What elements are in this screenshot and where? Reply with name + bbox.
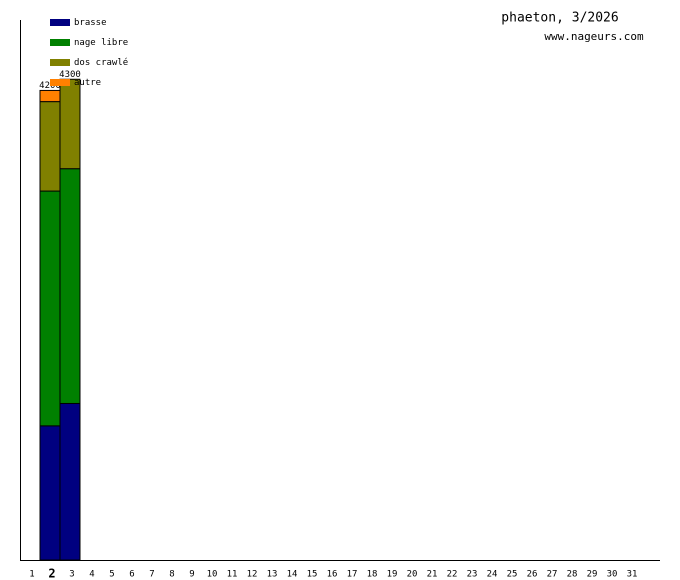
x-tick-label: 20 bbox=[407, 570, 418, 580]
x-tick-label: 30 bbox=[607, 570, 618, 580]
bar-segment bbox=[39, 101, 61, 192]
x-tick-label: 16 bbox=[327, 570, 338, 580]
x-tick-label: 9 bbox=[189, 570, 194, 580]
legend-label: dos crawlé bbox=[74, 57, 128, 68]
x-tick-label: 2 bbox=[48, 567, 55, 580]
x-tick-label: 31 bbox=[627, 570, 638, 580]
legend-swatch bbox=[50, 59, 70, 66]
x-tick-label: 12 bbox=[247, 570, 258, 580]
x-tick-label: 14 bbox=[287, 570, 298, 580]
x-tick-label: 19 bbox=[387, 570, 398, 580]
legend-swatch bbox=[50, 19, 70, 26]
bar-segment bbox=[59, 78, 81, 170]
x-tick-label: 21 bbox=[427, 570, 438, 580]
x-tick-label: 4 bbox=[89, 570, 94, 580]
x-tick-label: 7 bbox=[149, 570, 154, 580]
x-tick-label: 25 bbox=[507, 570, 518, 580]
bar-segment bbox=[39, 89, 61, 103]
x-tick-label: 8 bbox=[169, 570, 174, 580]
x-tick-label: 1 bbox=[29, 570, 34, 580]
x-tick-label: 3 bbox=[69, 570, 74, 580]
x-tick-label: 28 bbox=[567, 570, 578, 580]
x-tick-label: 11 bbox=[227, 570, 238, 580]
chart-subtitle: www.nageurs.com bbox=[544, 30, 644, 43]
x-tick-label: 5 bbox=[109, 570, 114, 580]
chart-title: phaeton, 3/2026 bbox=[501, 11, 618, 26]
bar-segment bbox=[39, 425, 61, 561]
x-tick-label: 17 bbox=[347, 570, 358, 580]
legend-swatch bbox=[50, 39, 70, 46]
x-tick-label: 22 bbox=[447, 570, 458, 580]
x-tick-label: 6 bbox=[129, 570, 134, 580]
x-tick-label: 27 bbox=[547, 570, 558, 580]
x-tick-label: 29 bbox=[587, 570, 598, 580]
bar-segment bbox=[59, 402, 81, 561]
legend-swatch bbox=[50, 79, 70, 86]
legend-label: nage libre bbox=[74, 38, 128, 48]
bar-segment bbox=[39, 190, 61, 427]
x-tick-label: 10 bbox=[207, 570, 218, 580]
x-tick-label: 13 bbox=[267, 570, 278, 580]
x-tick-label: 15 bbox=[307, 570, 318, 580]
bar-segment bbox=[59, 168, 81, 404]
x-tick-label: 24 bbox=[487, 570, 498, 580]
x-tick-label: 18 bbox=[367, 570, 378, 580]
legend-label: autre bbox=[74, 78, 101, 88]
total-label: 4300 bbox=[59, 70, 81, 80]
x-tick-label: 23 bbox=[467, 570, 478, 580]
legend-label: brasse bbox=[74, 18, 107, 28]
x-tick-label: 26 bbox=[527, 570, 538, 580]
